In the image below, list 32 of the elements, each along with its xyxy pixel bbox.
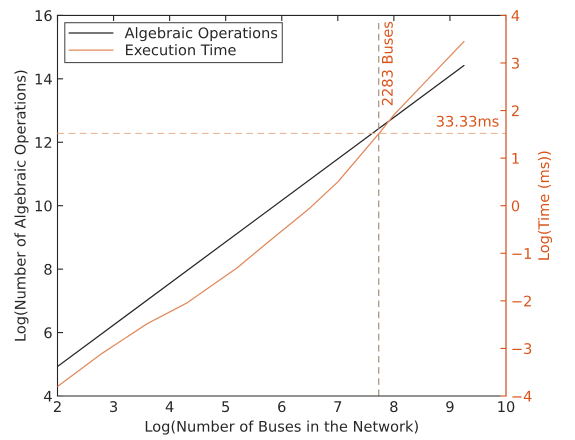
y2-axis-title: Log(Time (ms)): [538, 151, 552, 260]
ref-line-label: 33.33ms: [436, 116, 499, 127]
x-tick-label: 7: [334, 401, 342, 412]
x-tick-label: 2: [54, 401, 61, 412]
y-tick-label: 10: [36, 200, 52, 212]
ref-line-label: 2283 Buses: [382, 22, 393, 106]
legend-label: Execution Time: [126, 44, 236, 56]
y-tick-label: 12: [36, 136, 52, 148]
y2-tick-label: −2: [512, 296, 531, 306]
x-tick-label: 8: [390, 401, 398, 412]
x-tick-label: 10: [498, 401, 514, 412]
y-tick-label: 8: [44, 264, 52, 275]
y2-tick-label: −4: [512, 390, 532, 402]
x-tick-label: 9: [446, 401, 454, 412]
x-tick-label: 6: [278, 401, 286, 412]
y2-tick-label: 2: [512, 105, 519, 116]
y2-tick-label: 1: [512, 153, 519, 164]
x-axis-title: Log(Number of Buses in the Network): [146, 420, 418, 435]
x-tick-label: 3: [110, 401, 118, 412]
y-axis-title: Log(Number of Algebraic Operations): [14, 70, 29, 341]
y-tick-label: 16: [36, 10, 52, 22]
y2-tick-label: 3: [512, 58, 519, 69]
y2-tick-label: 4: [512, 10, 520, 21]
y-tick-label: 14: [36, 74, 52, 84]
y-tick-label: 4: [44, 390, 52, 402]
legend-label: Algebraic Operations: [124, 27, 278, 42]
y2-tick-label: −1: [512, 248, 532, 259]
y2-tick-label: 0: [512, 200, 520, 212]
y-tick-label: 6: [44, 327, 52, 338]
x-tick-label: 5: [222, 401, 230, 412]
x-tick-label: 4: [166, 401, 174, 412]
y2-tick-label: −3: [512, 343, 532, 354]
